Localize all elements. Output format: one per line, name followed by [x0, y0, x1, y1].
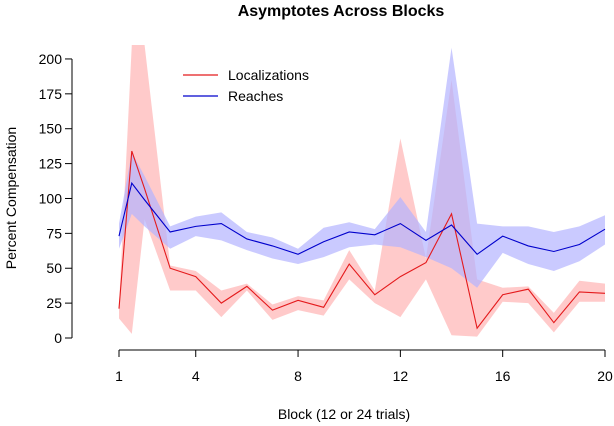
- x-tick-label: 12: [393, 368, 409, 384]
- legend-label: Reaches: [228, 88, 283, 104]
- localizations-line: [118, 150, 606, 330]
- y-tick-label: 100: [39, 190, 63, 206]
- y-tick-label: 25: [46, 295, 62, 311]
- series-lines: [118, 150, 606, 330]
- y-tick-label: 125: [39, 156, 63, 172]
- x-tick-label: 8: [294, 368, 302, 384]
- legend-label: Localizations: [228, 67, 309, 83]
- y-tick-label: 75: [46, 225, 62, 241]
- x-tick-label: 1: [115, 368, 123, 384]
- legend: Localizations Reaches: [183, 67, 309, 104]
- y-tick-label: 200: [39, 51, 63, 67]
- x-axis: 1 4 8 12 16 20: [115, 349, 613, 384]
- x-tick-label: 4: [192, 368, 200, 384]
- x-tick-label: 16: [495, 368, 511, 384]
- y-axis: 0 25 50 75 100 125 150 175 200: [39, 51, 73, 346]
- reaches-line: [118, 181, 606, 256]
- x-tick-label: 20: [597, 368, 613, 384]
- y-axis-label: Percent Compensation: [3, 127, 19, 269]
- chart-title: Asymptotes Across Blocks: [238, 3, 445, 20]
- y-tick-label: 175: [39, 86, 63, 102]
- confidence-bands: [119, 45, 605, 337]
- localizations-band: [119, 45, 605, 337]
- y-tick-label: 150: [39, 121, 63, 137]
- x-axis-label: Block (12 or 24 trials): [278, 406, 410, 422]
- reaches-band: [119, 47, 605, 288]
- y-tick-label: 50: [46, 260, 62, 276]
- y-tick-label: 0: [54, 330, 62, 346]
